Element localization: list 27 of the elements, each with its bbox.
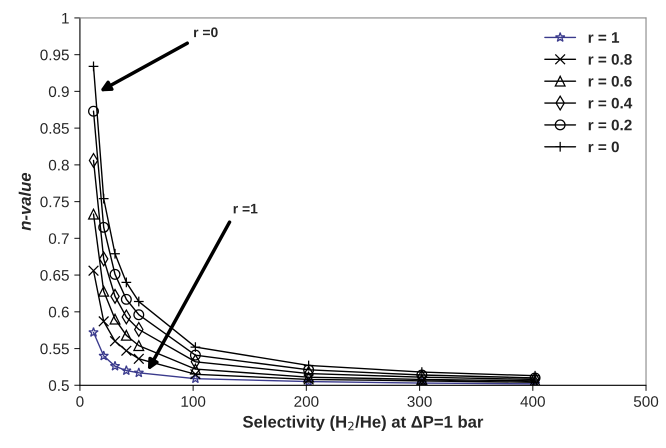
y-tick-label: 0.95 xyxy=(40,50,69,60)
x-axis-title: Selectivity (H$_{2}$/He) at ΔP=1 bar xyxy=(242,415,484,432)
x-tick-label: 200 xyxy=(294,396,319,407)
y-tick-label: 0.9 xyxy=(48,86,69,98)
legend-label: r = 0.2 xyxy=(588,120,632,130)
legend-label: r = 0.8 xyxy=(588,54,632,65)
legend-label: r = 0.6 xyxy=(588,76,632,87)
y-tick-label: 0.65 xyxy=(40,270,69,281)
legend-label: r = 0.4 xyxy=(588,98,632,109)
x-tick-label: 100 xyxy=(182,396,206,407)
y-tick-label: 0.55 xyxy=(40,343,69,354)
annotation: r =1 xyxy=(234,204,258,214)
x-tick-label: 500 xyxy=(634,396,658,407)
y-tick-label: 0.85 xyxy=(40,122,69,134)
legend-label: r = 0 xyxy=(588,141,619,152)
annotation: r =0 xyxy=(194,27,218,38)
x-tick-label: 0 xyxy=(76,396,84,407)
y-tick-label: 1 xyxy=(62,12,69,24)
legend-label: r = 1 xyxy=(588,32,620,43)
y-tick-label: 0.6 xyxy=(48,306,69,318)
y-tick-label: 0.7 xyxy=(48,233,69,244)
x-tick-label: 400 xyxy=(520,396,545,407)
y-axis-title: n-value xyxy=(18,172,31,230)
x-tick-label: 300 xyxy=(407,396,432,407)
y-tick-label: 0.5 xyxy=(48,380,69,391)
y-tick-label: 0.75 xyxy=(40,196,69,208)
y-tick-label: 0.8 xyxy=(48,160,69,171)
